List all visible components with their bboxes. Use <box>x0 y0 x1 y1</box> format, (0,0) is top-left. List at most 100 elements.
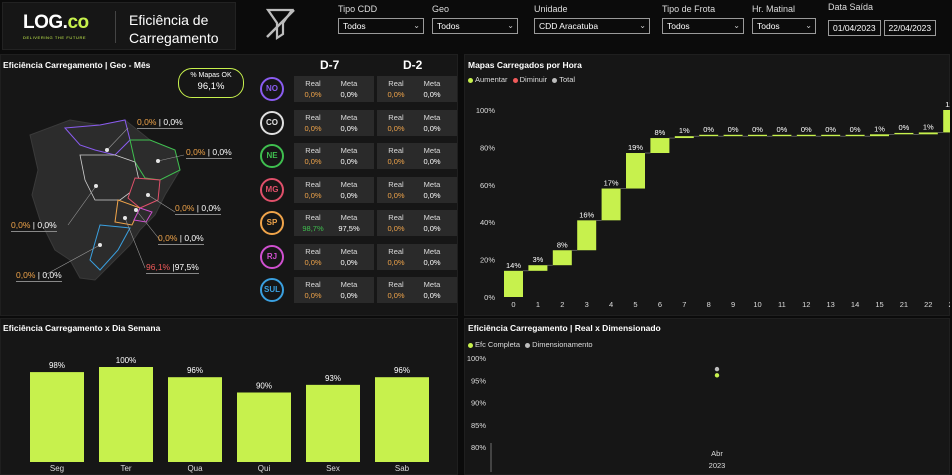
ok-mapas-badge: % Mapas OK 96,1% <box>178 68 244 98</box>
logo-box: LOG.co DELIVERING THE FUTURE Eficiência … <box>2 2 236 50</box>
waterfall-bar[interactable] <box>723 134 743 137</box>
meta-label: Meta <box>423 213 441 222</box>
region-badge-sul[interactable]: SUL <box>260 278 284 302</box>
waterfall-bar[interactable] <box>626 153 645 189</box>
real-label: Real <box>305 246 321 256</box>
efc-completa-point[interactable] <box>714 373 720 378</box>
weekday-bar[interactable] <box>237 392 291 463</box>
real-label: Real <box>305 213 321 222</box>
x-tick-label: 6 <box>658 300 662 309</box>
real-value: 0,0% <box>387 157 405 166</box>
weekday-bar-chart: 98% Seg 100% Ter 96% Qua 90% Qui 93% Sex 96% Sab <box>30 356 429 473</box>
waterfall-bar[interactable] <box>943 110 950 133</box>
meta-value: 0,0% <box>340 257 358 267</box>
region-badge-rj[interactable]: RJ <box>260 244 284 269</box>
y-tick-label: 90% <box>471 399 486 408</box>
x-tick-label: 14 <box>851 300 859 309</box>
waterfall-bar[interactable] <box>528 265 548 271</box>
select-tipo-frota[interactable]: Todos ⌄ <box>662 18 744 34</box>
chevron-down-icon: ⌄ <box>413 21 420 30</box>
title-divider <box>115 11 116 43</box>
waterfall-bar[interactable] <box>674 136 694 139</box>
waterfall-bar[interactable] <box>577 220 597 251</box>
real-label: Real <box>388 146 404 155</box>
waterfall-bar[interactable] <box>845 134 865 137</box>
weekday-bar[interactable] <box>30 372 84 462</box>
real-vs-dim-scatter-chart: 80% 85% 90% 95% 100% Abr 2023 <box>467 354 726 472</box>
region-badge-co[interactable]: CO <box>260 110 284 135</box>
x-tick-label: 2 <box>560 300 564 309</box>
waterfall-bar[interactable] <box>504 270 523 297</box>
meta-value: 0,0% <box>423 123 441 133</box>
real-value: 0,0% <box>304 157 322 166</box>
select-tipo-cdd[interactable]: Todos ⌄ <box>338 18 424 34</box>
real-value: 0,0% <box>304 257 322 267</box>
region-badge-sp[interactable]: SP <box>260 211 284 235</box>
map-label-ne: 0,0% | 0,0% <box>186 147 232 159</box>
waterfall-bar[interactable] <box>772 134 792 137</box>
x-tick-year: 2023 <box>709 461 726 470</box>
select-hr-matinal[interactable]: Todos ⌄ <box>752 18 816 34</box>
x-tick-label: 3 <box>585 300 589 309</box>
date-start-input[interactable]: 01/04/2023 <box>828 20 881 36</box>
real-label: Real <box>388 280 404 289</box>
waterfall-bar[interactable] <box>796 134 816 137</box>
date-end-input[interactable]: 22/04/2023 <box>883 20 937 36</box>
waterfall-bar[interactable] <box>650 138 670 154</box>
page-title: Eficiência de Carregamento <box>129 12 219 46</box>
data-label: 0% <box>898 123 909 132</box>
weekday-bar[interactable] <box>306 384 360 462</box>
waterfall-bar[interactable] <box>870 134 889 137</box>
dimensionamento-point[interactable] <box>714 366 720 372</box>
real-label: Real <box>388 179 404 189</box>
d2-header: D-2 <box>403 58 423 72</box>
x-tick-label: 4 <box>609 300 613 309</box>
y-tick-label: 100% <box>467 354 487 363</box>
waterfall-bar[interactable] <box>748 134 767 137</box>
x-tick-label: 22 <box>924 300 932 309</box>
data-label: 98% <box>49 361 65 370</box>
waterfall-bar[interactable] <box>601 188 621 221</box>
map-label-co: 0,0% | 0,0% <box>11 220 57 232</box>
data-label: 0% <box>776 125 787 134</box>
weekday-bar[interactable] <box>168 377 222 462</box>
data-label: 19% <box>628 143 643 152</box>
weekday-bar[interactable] <box>99 367 153 462</box>
d2-cell-rj: Real Meta 0,0% 0,0% <box>377 243 457 270</box>
meta-label: Meta <box>423 246 441 256</box>
waterfall-bar[interactable] <box>894 132 914 135</box>
map-label-no: 0,0% | 0,0% <box>137 117 183 129</box>
x-tick-label: 12 <box>802 300 810 309</box>
x-tick-label: 11 <box>778 300 786 309</box>
x-tick-label: Abr <box>711 449 723 458</box>
select-unidade[interactable]: CDD Aracatuba ⌄ <box>534 18 650 34</box>
d7-cell-mg: Real Meta 0,0% 0,0% <box>294 176 374 203</box>
d2-cell-no: Real Meta 0,0% 0,0% <box>377 76 457 102</box>
meta-value: 0,0% <box>340 291 358 300</box>
data-label: 1% <box>923 122 934 131</box>
waterfall-bar[interactable] <box>699 134 719 137</box>
data-label: 0% <box>752 125 763 134</box>
data-label: 12% <box>945 100 950 109</box>
region-badge-no[interactable]: NO <box>260 77 284 101</box>
y-tick-label: 80% <box>480 143 495 152</box>
chevron-down-icon: ⌄ <box>639 21 646 30</box>
meta-label: Meta <box>340 280 358 289</box>
region-badge-mg[interactable]: MG <box>260 177 284 202</box>
region-badge-ne[interactable]: NE <box>260 144 284 168</box>
d7-cell-no: Real Meta 0,0% 0,0% <box>294 76 374 102</box>
d2-cell-mg: Real Meta 0,0% 0,0% <box>377 176 457 203</box>
real-value: 0,0% <box>387 90 405 99</box>
waterfall-bar[interactable] <box>821 134 841 137</box>
clear-filters-button[interactable] <box>240 2 328 50</box>
select-geo[interactable]: Todos ⌄ <box>432 18 518 34</box>
data-label: 0% <box>703 125 714 134</box>
data-label: 1% <box>874 124 885 133</box>
real-label: Real <box>305 79 321 88</box>
y-tick-label: 60% <box>480 181 495 190</box>
meta-value: 0,0% <box>423 90 441 99</box>
x-tick-label: Qui <box>258 464 271 473</box>
weekday-bar[interactable] <box>375 377 429 462</box>
waterfall-bar[interactable] <box>552 250 572 266</box>
waterfall-bar[interactable] <box>918 132 938 135</box>
